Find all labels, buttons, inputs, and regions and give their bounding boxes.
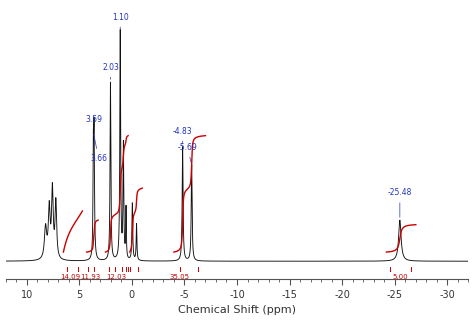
Text: 11.93: 11.93	[80, 274, 100, 280]
Text: -25.48: -25.48	[388, 188, 412, 217]
Text: 3.66: 3.66	[90, 134, 107, 163]
Text: -5.69: -5.69	[178, 143, 197, 162]
Text: 1.10: 1.10	[112, 13, 128, 30]
Text: 5.00: 5.00	[392, 274, 408, 280]
Text: 12.03: 12.03	[107, 274, 127, 280]
Text: 14.09: 14.09	[60, 274, 80, 280]
Text: -4.83: -4.83	[173, 127, 192, 144]
Text: 35.05: 35.05	[169, 274, 189, 280]
Text: 2.03: 2.03	[102, 63, 119, 79]
X-axis label: Chemical Shift (ppm): Chemical Shift (ppm)	[178, 306, 296, 316]
Text: 3.59: 3.59	[85, 115, 102, 124]
